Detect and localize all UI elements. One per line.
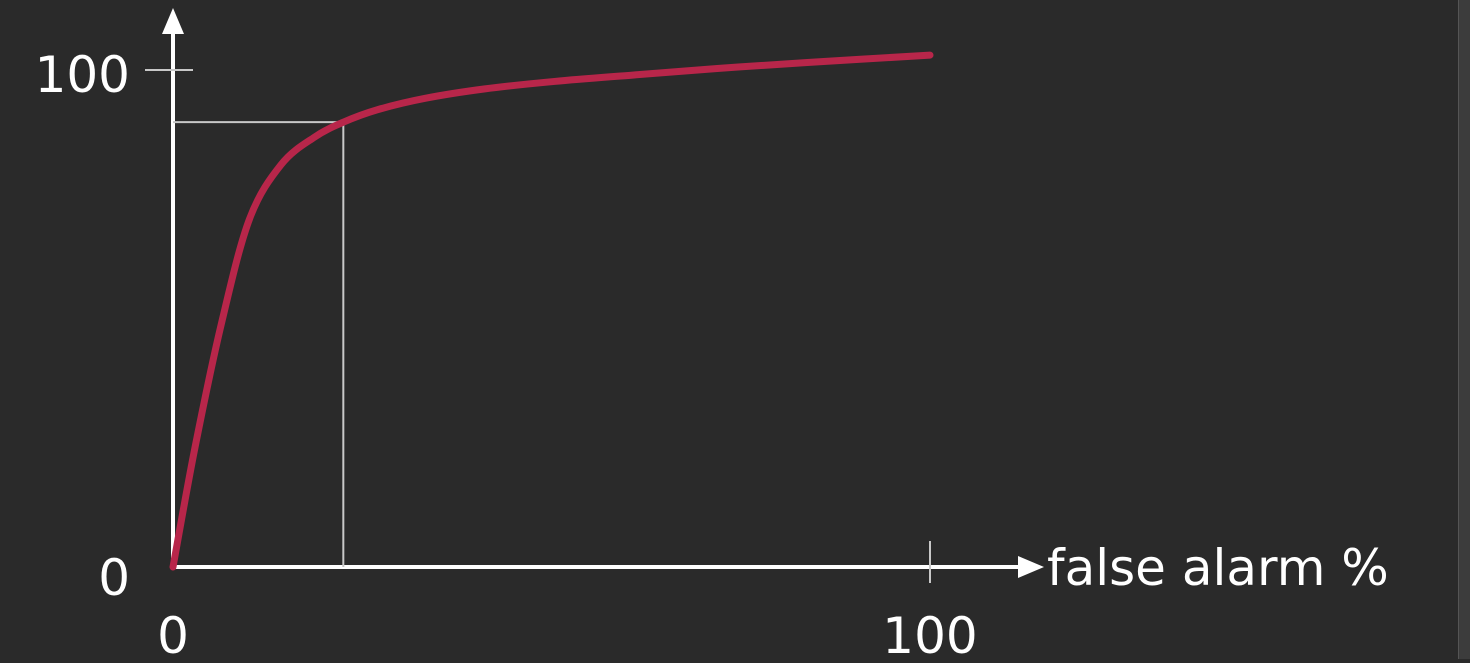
x-tick-label: 0 xyxy=(157,607,189,659)
x-axis-arrowhead xyxy=(1018,556,1044,578)
roc-curve xyxy=(169,51,934,571)
guide-lines xyxy=(173,121,345,567)
tick-labels: 0 100 0 100 xyxy=(35,46,978,663)
y-tick-label: 0 xyxy=(98,549,130,607)
ticks xyxy=(145,69,931,583)
axes xyxy=(162,8,1044,578)
y-axis-arrowhead xyxy=(162,8,184,34)
window-edge xyxy=(1458,0,1470,659)
x-axis-label: false alarm % xyxy=(1047,539,1389,597)
y-tick-label: 100 xyxy=(35,46,130,104)
x-tick-label: 100 xyxy=(882,607,977,659)
